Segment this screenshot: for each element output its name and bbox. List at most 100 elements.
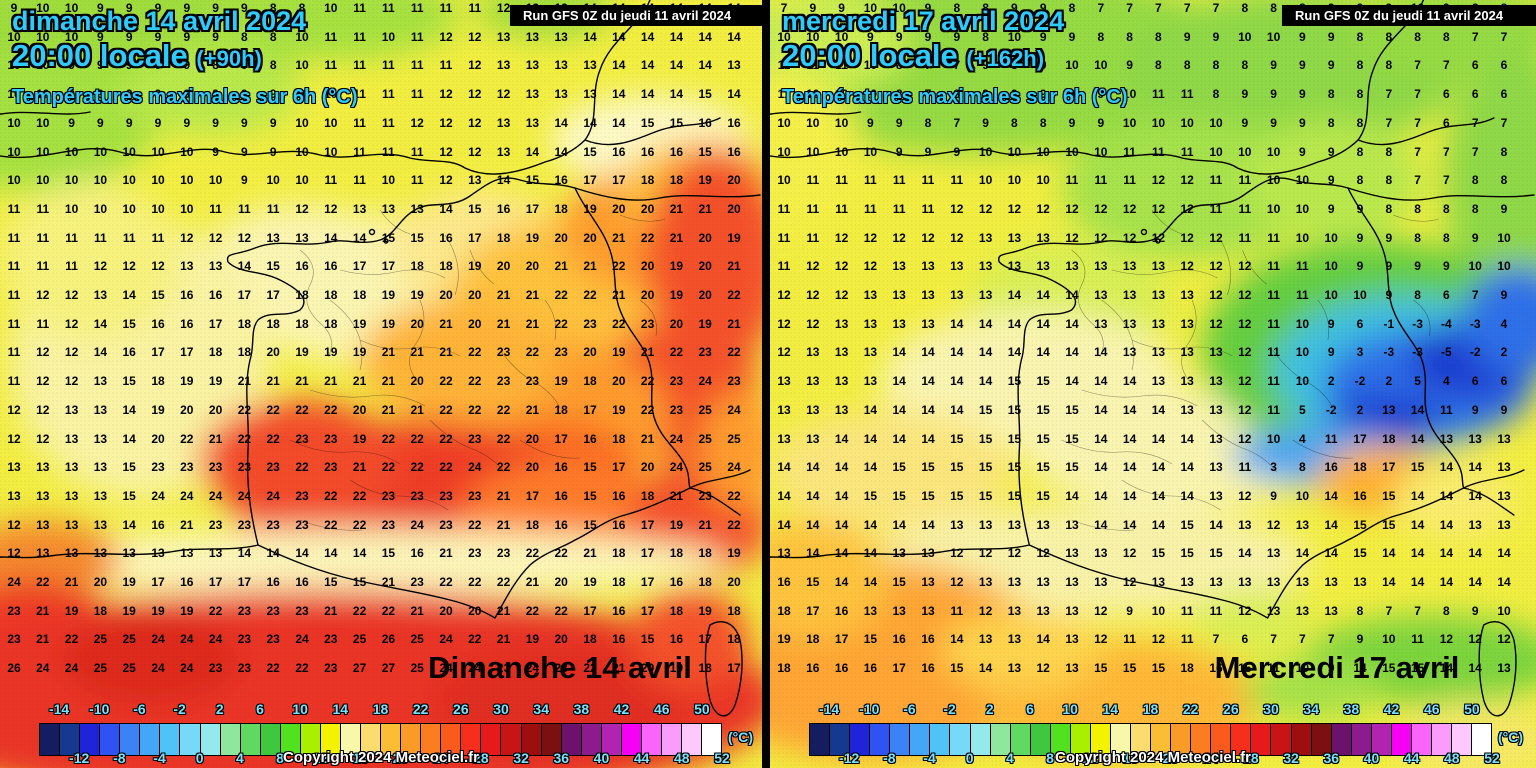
temp-value: 12 bbox=[93, 259, 108, 274]
temp-value: 21 bbox=[640, 345, 655, 360]
temp-value: 12 bbox=[36, 288, 50, 302]
temp-value: 9 bbox=[1299, 87, 1306, 102]
temp-value: 8 bbox=[1183, 58, 1191, 73]
temp-value: 17 bbox=[698, 632, 712, 647]
temp-value: 7 bbox=[1299, 632, 1306, 647]
temp-value: 13 bbox=[1497, 460, 1511, 475]
temp-value: 2 bbox=[1356, 402, 1364, 417]
temp-value: 9 bbox=[1299, 29, 1306, 44]
temp-value: 18 bbox=[612, 431, 626, 446]
temp-value: 14 bbox=[863, 575, 878, 589]
temp-value: 10 bbox=[295, 29, 309, 44]
temp-value: 8 bbox=[1155, 58, 1162, 73]
temp-value: 11 bbox=[835, 58, 848, 73]
temp-value: 9 bbox=[269, 87, 277, 102]
map-panel-wednesday[interactable]: 7 9 9 10 10 9 8 8 9 9 8 7 7 7 7 7 8 8 8 9 9 9 10 9 8 8 10 10 10 9 9 9 9 8… bbox=[770, 0, 1536, 768]
temp-value: 13 bbox=[1007, 603, 1022, 618]
temp-value: 14 bbox=[921, 374, 935, 389]
temp-value: 11 bbox=[1180, 87, 1194, 102]
temp-value: 14 bbox=[612, 115, 626, 130]
temp-value: 22 bbox=[439, 374, 453, 389]
temp-value: 20 bbox=[727, 575, 741, 589]
temp-value: 10 bbox=[1266, 173, 1281, 188]
temp-value: 13 bbox=[806, 431, 820, 446]
temp-value: 16 bbox=[583, 431, 597, 446]
temp-value: 15 bbox=[1007, 402, 1022, 417]
temp-value: 6 bbox=[1443, 288, 1450, 302]
temp-value: 14 bbox=[978, 661, 993, 676]
temp-value: 14 bbox=[1122, 517, 1137, 532]
temp-value: 18 bbox=[410, 259, 424, 274]
temp-value: 12 bbox=[1036, 546, 1050, 561]
temp-value: 14 bbox=[1180, 460, 1194, 475]
temp-value: 13 bbox=[1065, 575, 1079, 589]
temp-value: 7 bbox=[1500, 115, 1508, 130]
temp-value: 10 bbox=[324, 144, 338, 159]
temp-value: 13 bbox=[1065, 632, 1079, 647]
temp-value: 12 bbox=[1151, 173, 1166, 188]
temp-value: 21 bbox=[208, 431, 223, 446]
temp-value: 18 bbox=[1180, 661, 1194, 676]
temp-value: 23 bbox=[496, 661, 511, 676]
temp-value: 22 bbox=[468, 374, 482, 389]
temp-value: 9 bbox=[241, 58, 248, 73]
temp-value: 13 bbox=[978, 517, 993, 532]
temp-value: 6 bbox=[1471, 374, 1479, 389]
temp-value: 8 bbox=[982, 29, 989, 44]
temp-value: 2 bbox=[1500, 345, 1508, 360]
temp-value: 10 bbox=[863, 58, 878, 73]
temp-value: 13 bbox=[1180, 316, 1194, 331]
temp-value: 9 bbox=[1356, 201, 1364, 216]
temp-value: 12 bbox=[1094, 230, 1108, 245]
temp-value: 3 bbox=[1356, 345, 1364, 360]
temp-value: 22 bbox=[295, 460, 309, 475]
temp-value: 17 bbox=[834, 632, 849, 647]
temp-value: 12 bbox=[64, 288, 79, 302]
temp-value: 11 bbox=[36, 201, 50, 216]
temp-value: 10 bbox=[324, 1, 338, 15]
temp-value: 8 bbox=[269, 58, 277, 73]
temp-value: 10 bbox=[1007, 173, 1022, 188]
temp-value: 8 bbox=[1443, 230, 1450, 245]
temp-value: 13 bbox=[1065, 661, 1079, 676]
temp-value: 8 bbox=[1356, 29, 1364, 44]
temp-value: 14 bbox=[1180, 488, 1194, 503]
temp-value: 13 bbox=[1439, 431, 1454, 446]
temp-value: 22 bbox=[525, 546, 540, 561]
temp-value: 18 bbox=[324, 316, 338, 331]
temp-value: 15 bbox=[1036, 374, 1050, 389]
temp-value: 23 bbox=[208, 517, 223, 532]
temp-value: 9 bbox=[97, 1, 104, 15]
temp-value: 13 bbox=[892, 603, 906, 618]
temp-value: 13 bbox=[1007, 230, 1022, 245]
temp-value: 7 bbox=[1385, 87, 1393, 102]
temp-value: 13 bbox=[834, 402, 849, 417]
temp-value: 23 bbox=[324, 460, 338, 475]
temp-value: 13 bbox=[64, 431, 79, 446]
temp-value: 9 bbox=[838, 1, 845, 15]
temp-value: 11 bbox=[7, 201, 21, 216]
temp-value: 12 bbox=[1036, 201, 1050, 216]
temp-value: 13 bbox=[554, 58, 568, 73]
temp-value: 21 bbox=[496, 517, 511, 532]
temp-value: 7 bbox=[1414, 144, 1421, 159]
temp-value: 11 bbox=[892, 201, 906, 216]
temp-value: 13 bbox=[1209, 575, 1223, 589]
temp-value: 19 bbox=[151, 603, 165, 618]
temp-value: 15 bbox=[1238, 661, 1252, 676]
temp-value: 5 bbox=[1414, 374, 1421, 389]
map-panel-sunday[interactable]: 9 10 10 9 9 9 9 9 9 8 8 10 11 11 11 11 11 12 12 13 14 14 14 14 1… bbox=[0, 0, 762, 768]
temp-value: 21 bbox=[381, 374, 396, 389]
temp-value: 13 bbox=[1036, 259, 1050, 274]
temp-value: 23 bbox=[381, 517, 396, 532]
temp-value: 10 bbox=[1497, 230, 1511, 245]
temp-value: 12 bbox=[1238, 259, 1252, 274]
temp-value: 12 bbox=[439, 173, 453, 188]
temp-value: 13 bbox=[1151, 374, 1166, 389]
temp-value: 11 bbox=[353, 29, 366, 44]
temp-value: 10 bbox=[1266, 201, 1281, 216]
temp-value: 11 bbox=[1238, 201, 1252, 216]
temp-value: 11 bbox=[892, 173, 906, 188]
temp-value: 13 bbox=[777, 431, 791, 446]
temp-value: 15 bbox=[892, 488, 906, 503]
